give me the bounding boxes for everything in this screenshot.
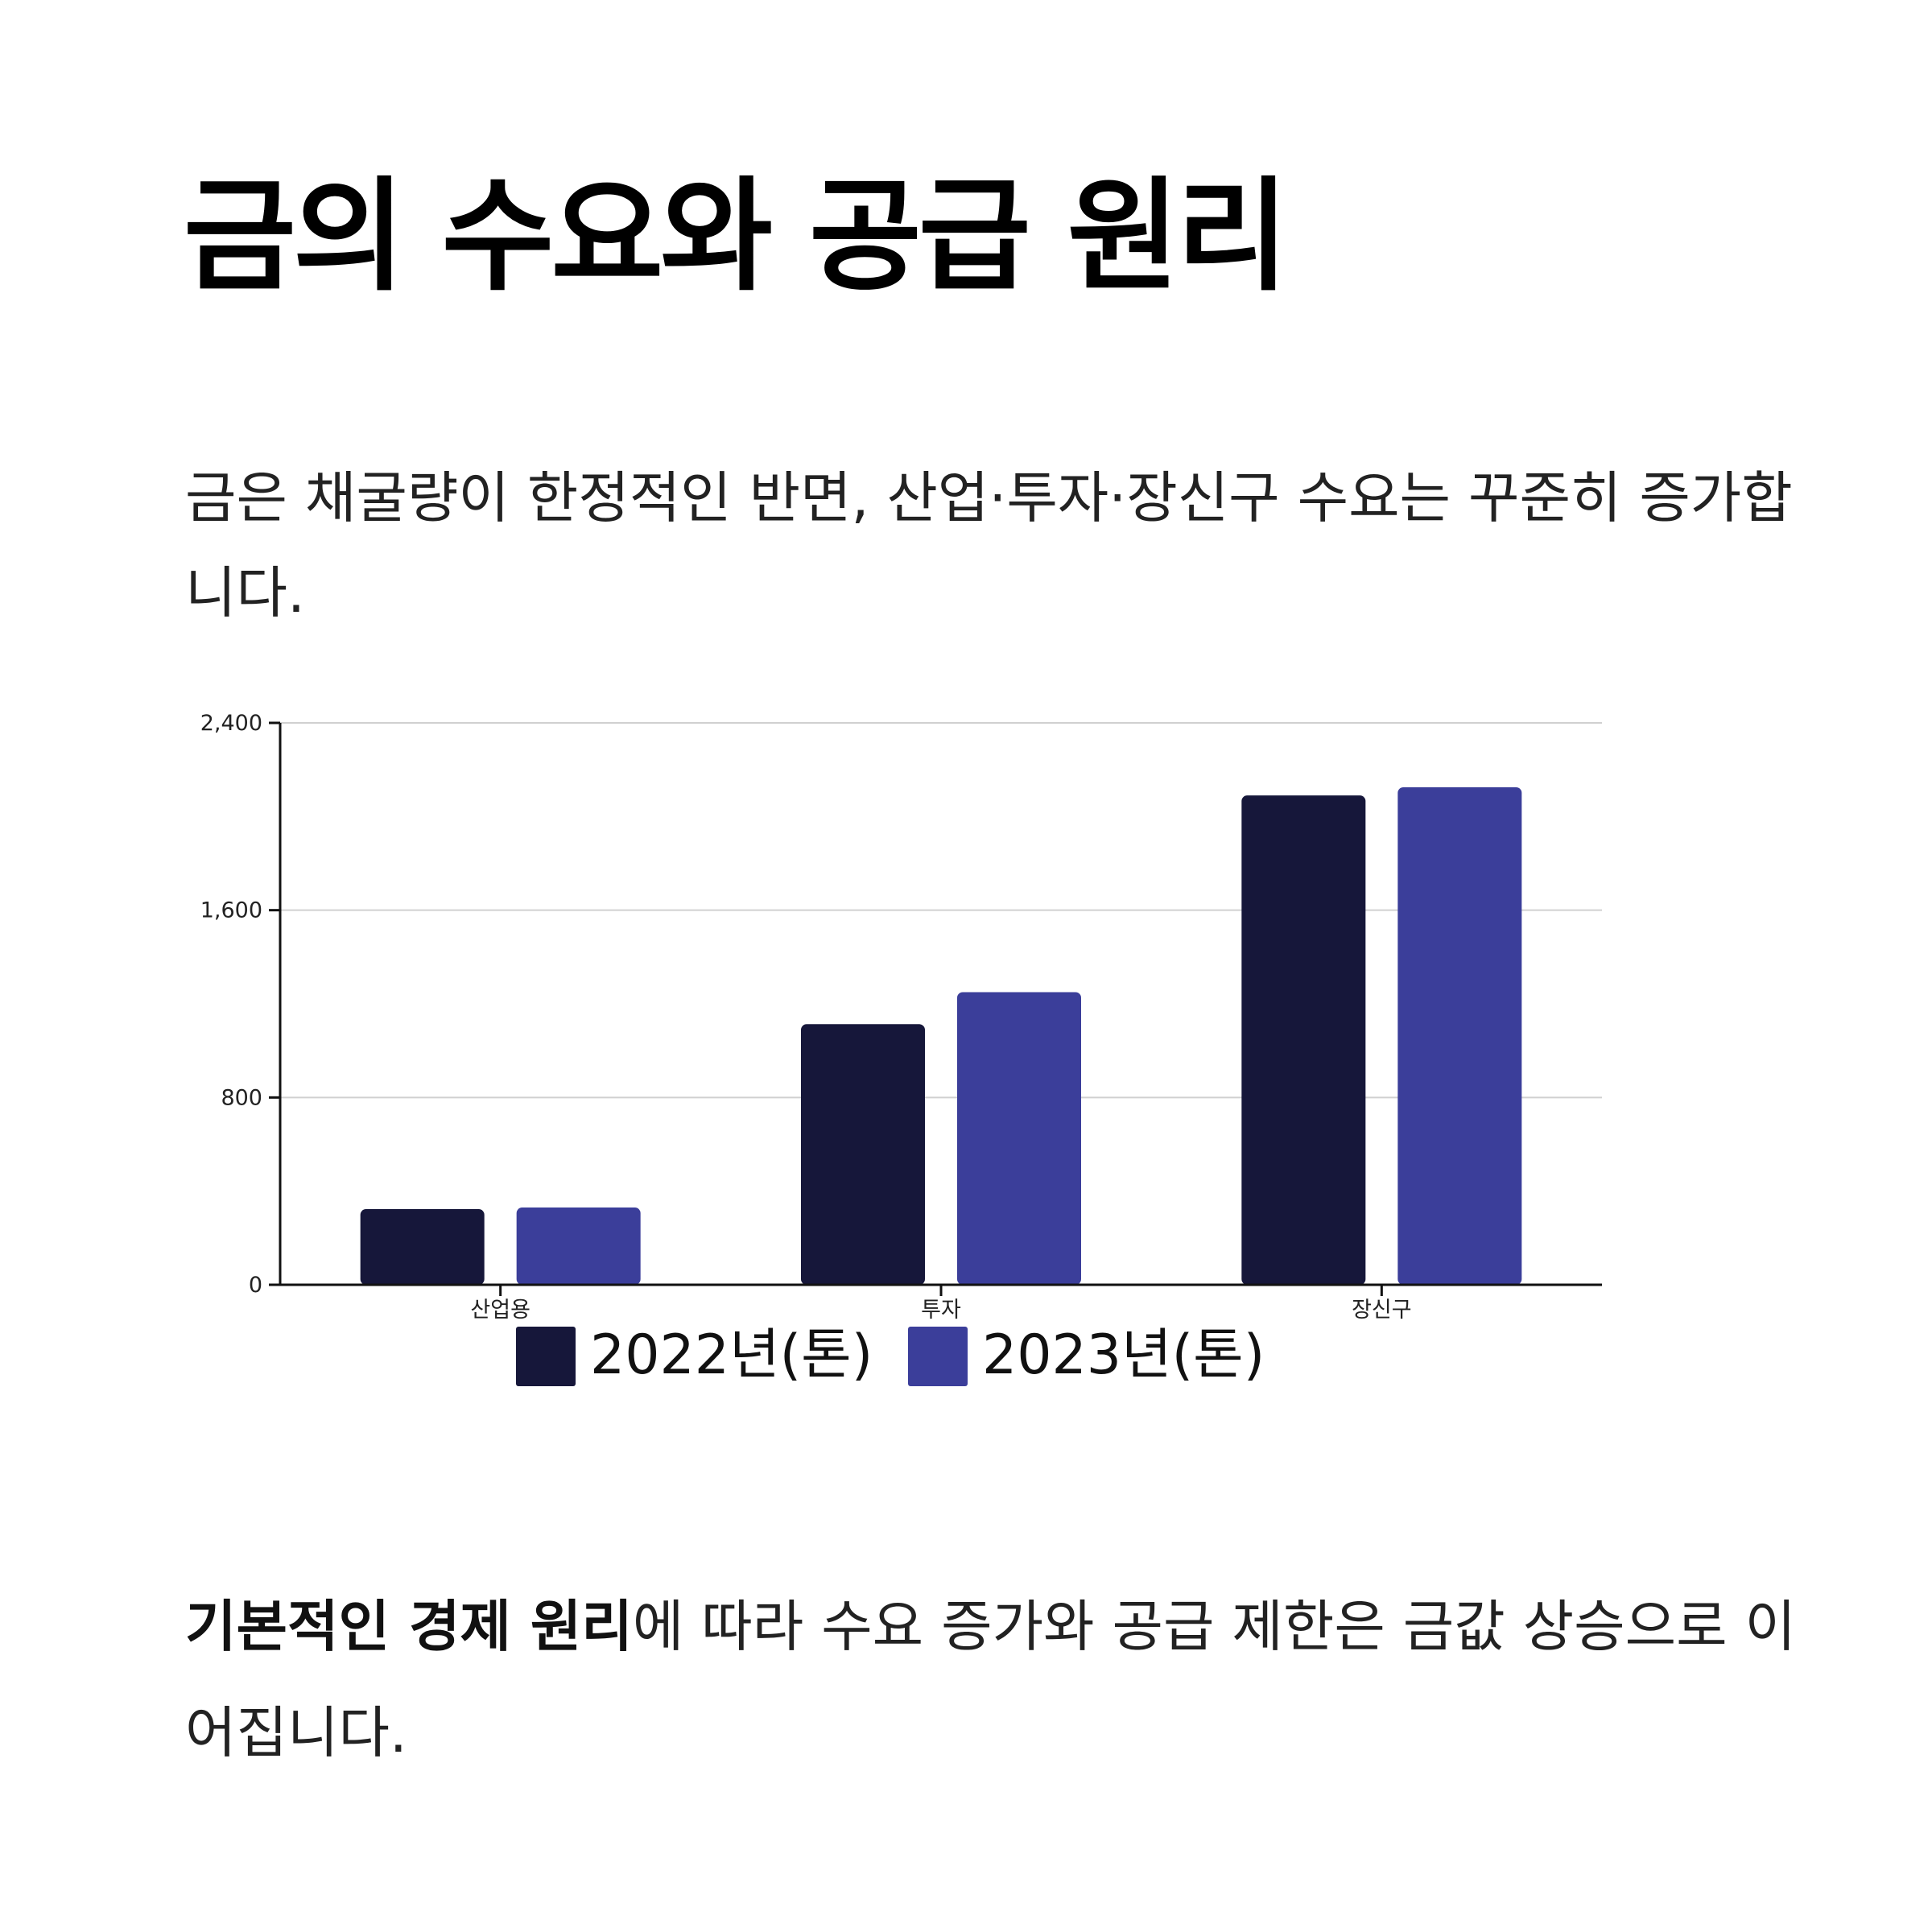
intro-paragraph: 금은 채굴량이 한정적인 반면, 산업·투자·장신구 수요는 꾸준히 증가합니다…	[185, 466, 1793, 625]
legend-item-2023-swatch	[908, 1327, 968, 1386]
conclusion-rest: 에 따라 수요 증가와 공급 제한은 금값 상승으로 이어집니다.	[185, 1595, 1796, 1765]
bar-2022-1	[801, 1024, 925, 1285]
page-title: 금의 수요와 공급 원리	[184, 165, 1289, 308]
x-tick-label: 장신구	[1352, 1298, 1412, 1323]
legend-item-2022-swatch	[516, 1327, 576, 1386]
gridlines	[280, 722, 1602, 1099]
y-tick-label: 0	[249, 1273, 262, 1298]
conclusion-paragraph: 기본적인 경제 원리에 따라 수요 증가와 공급 제한은 금값 상승으로 이어집…	[185, 1574, 1843, 1786]
y-tick-label: 800	[221, 1085, 262, 1110]
bar-2022-2	[1241, 795, 1366, 1285]
x-tick-label: 투자	[921, 1298, 961, 1323]
axes: 0 800 1,600 2,400 산업용 투자 장신구	[200, 711, 1602, 1323]
bar-2023-1	[957, 992, 1081, 1285]
legend-item-2022-label: 2022년(톤)	[590, 1323, 873, 1387]
bar-2023-0	[516, 1208, 641, 1285]
legend: 2022년(톤) 2023년(톤)	[516, 1323, 1265, 1387]
conclusion-bold-phrase: 기본적인 경제 원리	[185, 1595, 633, 1659]
y-tick-label: 1,600	[200, 898, 262, 923]
y-tick-label: 2,400	[200, 711, 262, 736]
bar-2023-2	[1397, 786, 1522, 1285]
bars	[360, 786, 1522, 1285]
x-tick-label: 산업용	[470, 1298, 530, 1323]
legend-item-2023-label: 2023년(톤)	[982, 1323, 1265, 1387]
bar-2022-0	[360, 1209, 485, 1285]
